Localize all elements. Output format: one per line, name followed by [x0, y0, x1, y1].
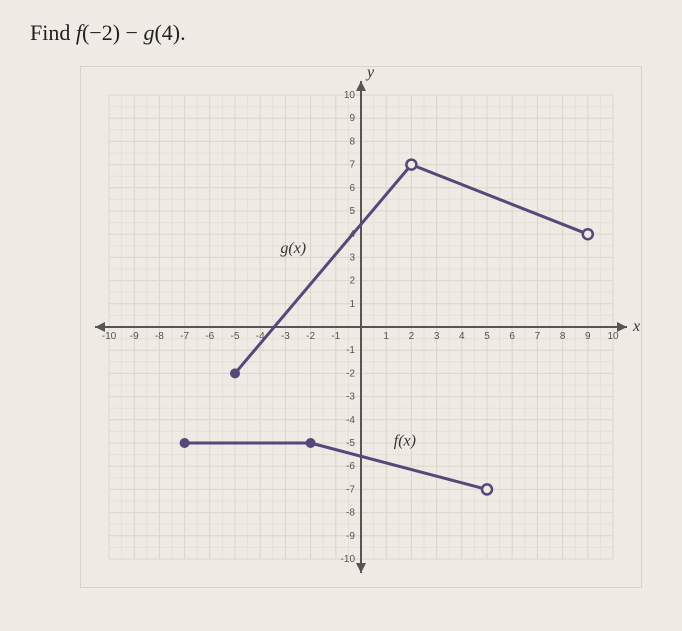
x-tick-label: -6 [205, 331, 214, 342]
closed-point [230, 368, 240, 378]
y-tick-label: -8 [346, 508, 355, 519]
question-text: Find f(−2) − g(4). [30, 20, 662, 46]
y-tick-label: 3 [349, 252, 355, 263]
q-prefix: Find [30, 20, 76, 45]
y-axis-label: y [365, 67, 375, 81]
y-tick-label: -2 [346, 368, 355, 379]
x-tick-label: 6 [509, 331, 515, 342]
open-point [406, 160, 416, 170]
x-tick-label: -10 [102, 331, 117, 342]
y-tick-label: 2 [349, 276, 355, 287]
y-tick-label: 9 [349, 113, 355, 124]
q-farg: (−2) [82, 20, 120, 45]
y-tick-label: -6 [346, 461, 355, 472]
q-minus: − [120, 20, 143, 45]
curve-label: g(x) [280, 240, 306, 257]
y-tick-label: -9 [346, 531, 355, 542]
y-tick-label: -1 [346, 345, 355, 356]
y-tick-label: 1 [349, 299, 355, 310]
y-tick-label: 7 [349, 160, 355, 171]
y-tick-label: -4 [346, 415, 355, 426]
y-tick-label: -5 [346, 438, 355, 449]
x-tick-label: 4 [459, 331, 465, 342]
x-tick-label: 1 [383, 331, 389, 342]
x-tick-label: 7 [535, 331, 541, 342]
x-tick-label: 10 [607, 331, 619, 342]
open-point [583, 229, 593, 239]
y-tick-label: -3 [346, 392, 355, 403]
y-tick-label: 10 [344, 90, 356, 101]
open-point [482, 484, 492, 494]
y-tick-label: 6 [349, 183, 355, 194]
curve-label: f(x) [394, 432, 416, 449]
x-tick-label: 9 [585, 331, 591, 342]
y-tick-label: 8 [349, 136, 355, 147]
x-tick-label: -7 [180, 331, 189, 342]
x-tick-label: 3 [434, 331, 440, 342]
y-tick-label: 5 [349, 206, 355, 217]
closed-point [306, 438, 316, 448]
graph-svg: -10 -9 -8 -7 -6 -5 -4 -3 -2 -1 1 2 3 4 5 6 7 8 9 10 -10 -9 -8 -… [81, 67, 641, 587]
x-axis-label: x [632, 318, 640, 335]
q-g: g [143, 20, 154, 45]
x-tick-label: 8 [560, 331, 566, 342]
graph: -10 -9 -8 -7 -6 -5 -4 -3 -2 -1 1 2 3 4 5 6 7 8 9 10 -10 -9 -8 -… [80, 66, 642, 588]
x-tick-label: 5 [484, 331, 490, 342]
x-tick-label: 2 [409, 331, 415, 342]
x-tick-label: -3 [281, 331, 290, 342]
y-tick-label: -7 [346, 484, 355, 495]
q-garg: (4) [154, 20, 180, 45]
closed-point [180, 438, 190, 448]
x-tick-label: -1 [331, 331, 340, 342]
x-tick-label: -9 [130, 331, 139, 342]
x-tick-label: -8 [155, 331, 164, 342]
x-tick-label: -2 [306, 331, 315, 342]
q-suffix: . [180, 20, 186, 45]
y-tick-label: -10 [341, 554, 356, 565]
x-tick-label: -5 [231, 331, 240, 342]
